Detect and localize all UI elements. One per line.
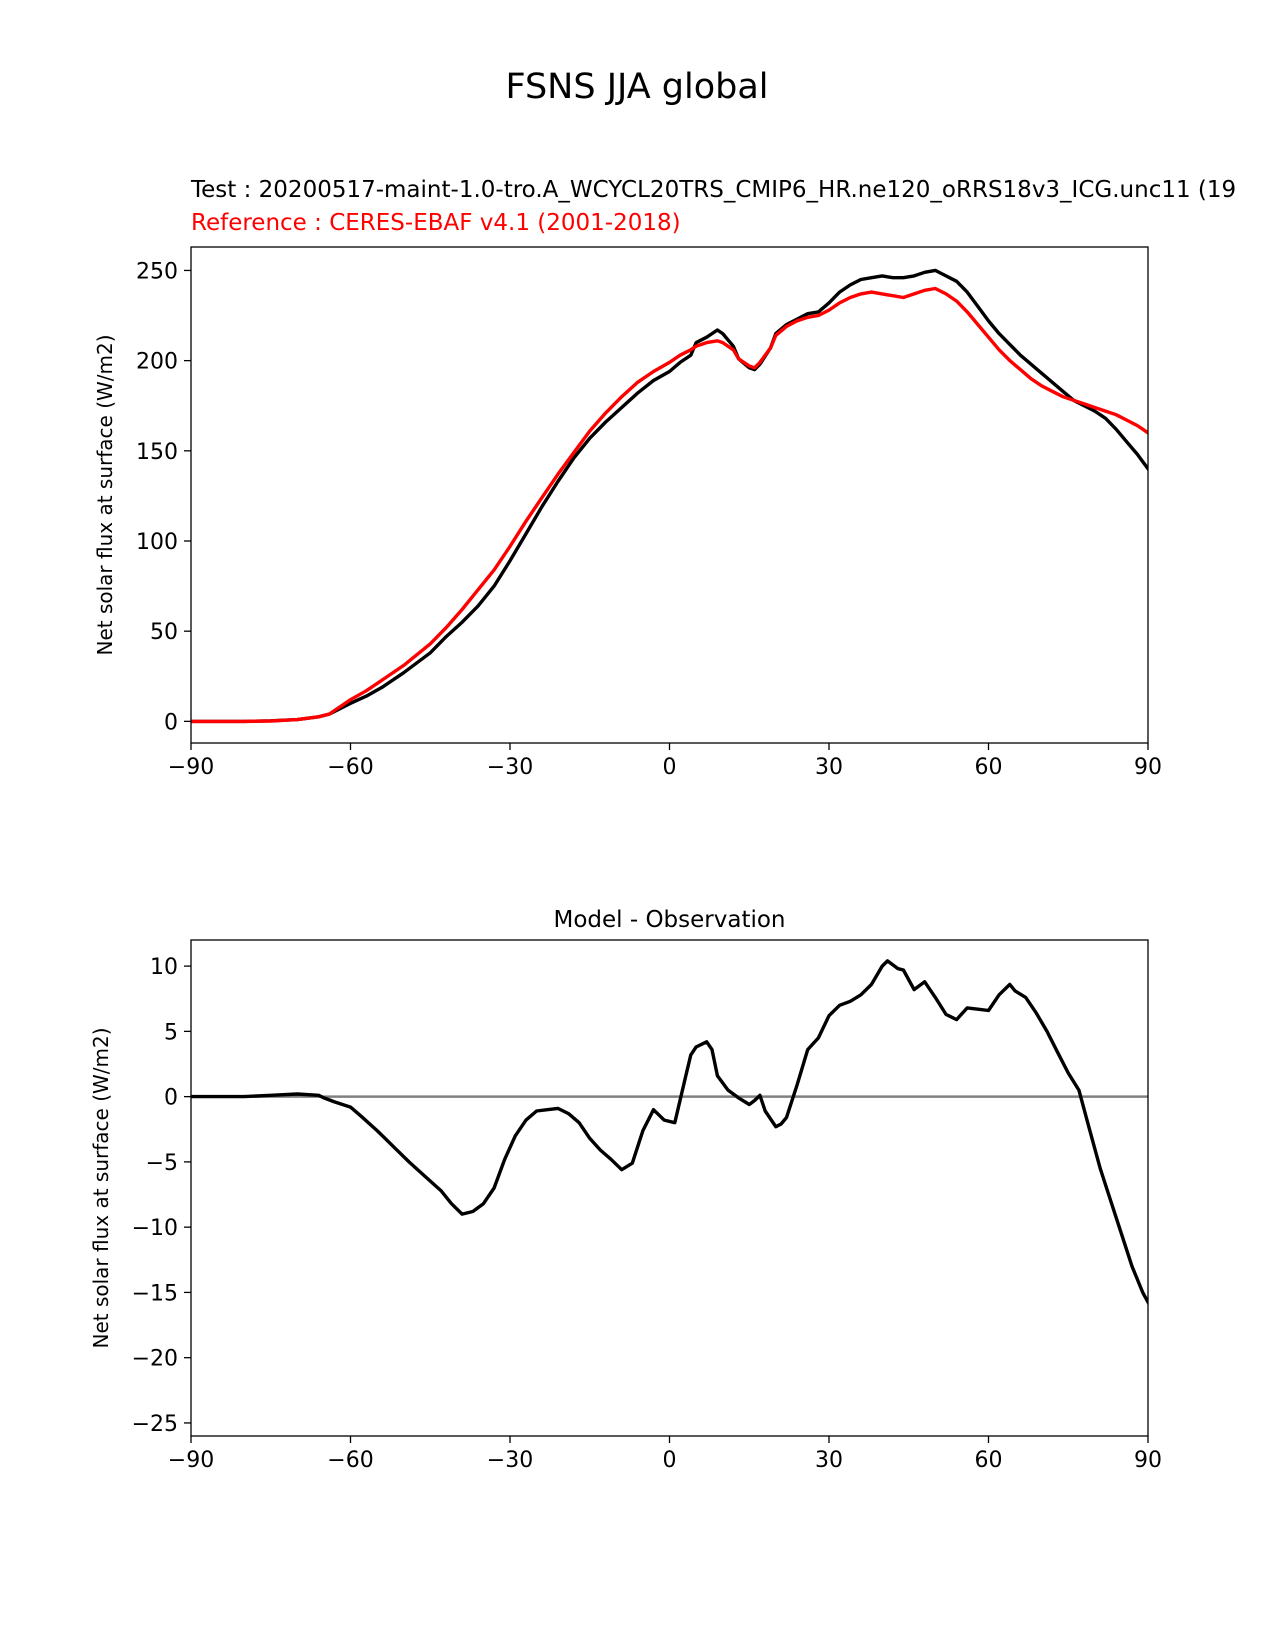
reference-series-line	[191, 286, 1148, 724]
y-tick-label: −15	[132, 1281, 178, 1306]
panel-title: Model - Observation	[553, 907, 785, 933]
y-tick-label: −20	[132, 1347, 178, 1372]
x-tick-label: 0	[663, 1448, 677, 1473]
difference-panel: −90 −60 −30 0 30 60 90 10 5 0 −5 −10 −15 −20 −25 Net so…	[89, 907, 1162, 1473]
y-tick-label: −25	[132, 1412, 178, 1437]
x-tick-label: −60	[327, 755, 373, 780]
x-tick-label: 0	[663, 755, 677, 780]
y-tick-label: −5	[146, 1151, 178, 1176]
y-tick-label: 100	[136, 530, 178, 555]
x-tick-label: 90	[1134, 1448, 1162, 1473]
x-tick-label: 30	[815, 755, 843, 780]
reference-label: Reference : CERES-EBAF v4.1 (2001-2018)	[191, 210, 681, 236]
y-axis-label: Net solar flux at surface (W/m2)	[89, 1027, 113, 1348]
plot-area	[191, 268, 1148, 724]
x-tick-label: −30	[487, 1448, 533, 1473]
difference-series-line	[191, 959, 1148, 1306]
x-tick-label: 60	[975, 755, 1003, 780]
x-tick-label: −90	[168, 755, 214, 780]
y-tick-label: 0	[164, 1086, 178, 1111]
y-tick-label: 150	[136, 440, 178, 465]
zonal-mean-panel: −90 −60 −30 0 30 60 90 0 50 100 150 200 250 Net solar…	[93, 246, 1162, 780]
y-tick-label: 5	[164, 1020, 178, 1045]
x-tick-label: −30	[487, 755, 533, 780]
x-tick-label: 30	[815, 1448, 843, 1473]
axes-frame	[190, 939, 1149, 1437]
x-tick-label: 60	[975, 1448, 1003, 1473]
y-tick-label: −10	[132, 1216, 178, 1241]
top-panel-header: Test : 20200517-maint-1.0-tro.A_WCYCL20T…	[190, 177, 1236, 236]
y-tick-label: 10	[150, 955, 178, 980]
axes-frame	[190, 246, 1149, 744]
x-tick-label: −60	[327, 1448, 373, 1473]
y-tick-label: 200	[136, 350, 178, 375]
x-tick-label: −90	[168, 1448, 214, 1473]
figure-title: FSNS JJA global	[505, 67, 768, 107]
plot-area	[191, 959, 1148, 1306]
y-axis-label: Net solar flux at surface (W/m2)	[93, 334, 117, 655]
y-tick-label: 0	[164, 710, 178, 735]
x-tick-label: 90	[1134, 755, 1162, 780]
y-tick-label: 250	[136, 259, 178, 284]
y-tick-label: 50	[150, 620, 178, 645]
test-label: Test : 20200517-maint-1.0-tro.A_WCYCL20T…	[190, 177, 1236, 203]
test-series-line	[191, 268, 1148, 724]
